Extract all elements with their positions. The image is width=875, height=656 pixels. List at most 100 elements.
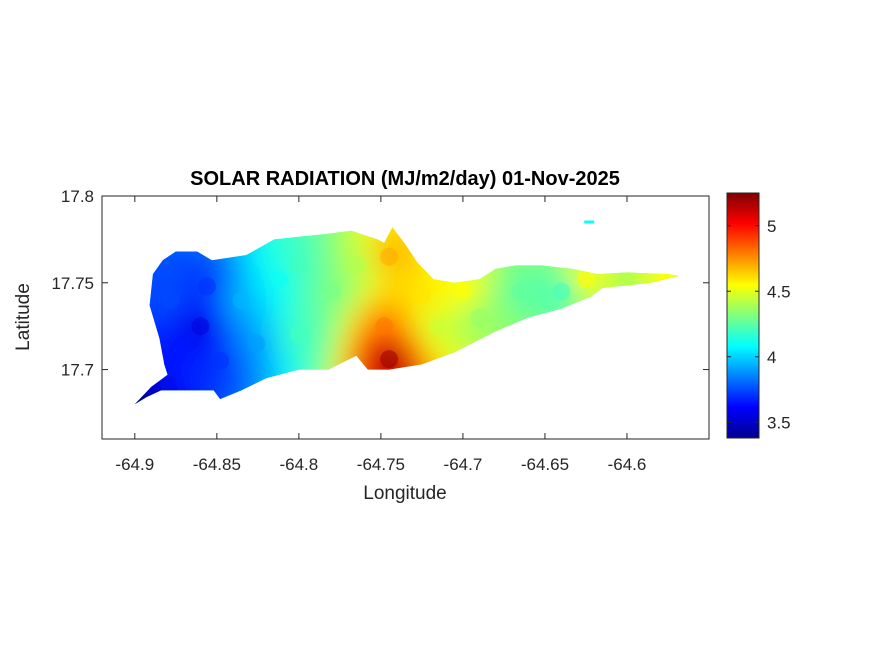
field-cell — [372, 296, 378, 302]
field-cell — [357, 276, 363, 282]
field-cell — [512, 271, 518, 277]
field-cell — [332, 311, 338, 317]
field-cell — [447, 321, 453, 327]
field-cell — [302, 276, 308, 282]
field-cell — [242, 271, 248, 277]
field-cell — [182, 311, 188, 317]
field-cell — [202, 386, 208, 392]
field-cell — [172, 341, 178, 347]
field-cell — [307, 361, 313, 367]
field-cell — [362, 246, 368, 252]
field-cell — [237, 326, 243, 332]
field-cell — [592, 286, 598, 292]
field-cell — [237, 351, 243, 357]
field-cell — [367, 311, 373, 317]
field-cell — [177, 371, 183, 377]
field-cell — [317, 331, 323, 337]
field-cell — [177, 301, 183, 307]
field-cell — [372, 271, 378, 277]
field-cell — [502, 311, 508, 317]
field-cell — [162, 266, 168, 272]
field-cell — [382, 241, 388, 247]
field-cell — [182, 371, 188, 377]
field-cell — [512, 306, 518, 312]
field-cell — [297, 286, 303, 292]
field-cell — [192, 296, 198, 302]
field-cell — [427, 301, 433, 307]
field-cell — [292, 351, 298, 357]
field-cell — [292, 286, 298, 292]
field-cell — [337, 351, 343, 357]
field-cell — [567, 276, 573, 282]
field-cell — [347, 256, 353, 262]
field-cell — [197, 341, 203, 347]
field-cell — [292, 271, 298, 277]
field-cell — [272, 266, 278, 272]
field-cell — [197, 291, 203, 297]
field-cell — [322, 321, 328, 327]
field-cell — [217, 341, 223, 347]
field-cell — [402, 306, 408, 312]
field-cell — [282, 341, 288, 347]
field-cell — [287, 326, 293, 332]
field-cell — [322, 266, 328, 272]
field-cell — [227, 271, 233, 277]
field-cell — [337, 256, 343, 262]
field-cell — [392, 261, 398, 267]
field-cell — [437, 311, 443, 317]
field-cell — [402, 266, 408, 272]
field-cell — [237, 266, 243, 272]
field-cell — [377, 241, 383, 247]
field-cell — [432, 296, 438, 302]
field-cell — [307, 306, 313, 312]
field-cell — [447, 306, 453, 312]
field-cell — [247, 361, 253, 367]
field-cell — [222, 256, 228, 262]
field-cell — [612, 281, 618, 287]
field-cell — [267, 351, 273, 357]
field-cell — [417, 331, 423, 337]
field-cell — [167, 341, 173, 347]
field-cell — [267, 286, 273, 292]
field-cell — [317, 291, 323, 297]
field-cell — [347, 286, 353, 292]
field-cell — [282, 366, 288, 372]
field-cell — [257, 256, 263, 262]
field-cell — [327, 346, 333, 352]
field-cell — [297, 291, 303, 297]
field-cell — [417, 351, 423, 357]
field-cell — [402, 241, 408, 247]
field-cell — [172, 381, 178, 387]
field-cell — [357, 246, 363, 252]
field-cell — [222, 371, 228, 377]
field-cell — [577, 286, 583, 292]
field-cell — [252, 376, 258, 382]
field-cell — [372, 276, 378, 282]
field-cell — [247, 311, 253, 317]
field-cell — [342, 236, 348, 242]
field-cell — [317, 306, 323, 312]
field-cell — [312, 281, 318, 287]
field-cell — [177, 261, 183, 267]
field-cell — [247, 301, 253, 307]
field-cell — [217, 371, 223, 377]
field-cell — [497, 281, 503, 287]
field-cell — [352, 331, 358, 337]
field-cell — [227, 386, 233, 392]
field-cell — [447, 301, 453, 307]
field-cell — [492, 281, 498, 287]
field-cell — [352, 286, 358, 292]
field-cell — [327, 271, 333, 277]
field-cell — [347, 231, 353, 237]
field-cell — [412, 256, 418, 262]
field-cell — [167, 286, 173, 292]
chart-title: SOLAR RADIATION (MJ/m2/day) 01-Nov-2025 — [190, 168, 620, 190]
field-cell — [422, 306, 428, 312]
field-cell — [497, 276, 503, 282]
field-cell — [242, 346, 248, 352]
field-cell — [442, 286, 448, 292]
field-cell — [497, 321, 503, 327]
field-cell — [422, 336, 428, 342]
field-cell — [372, 306, 378, 312]
field-cell — [167, 351, 173, 357]
